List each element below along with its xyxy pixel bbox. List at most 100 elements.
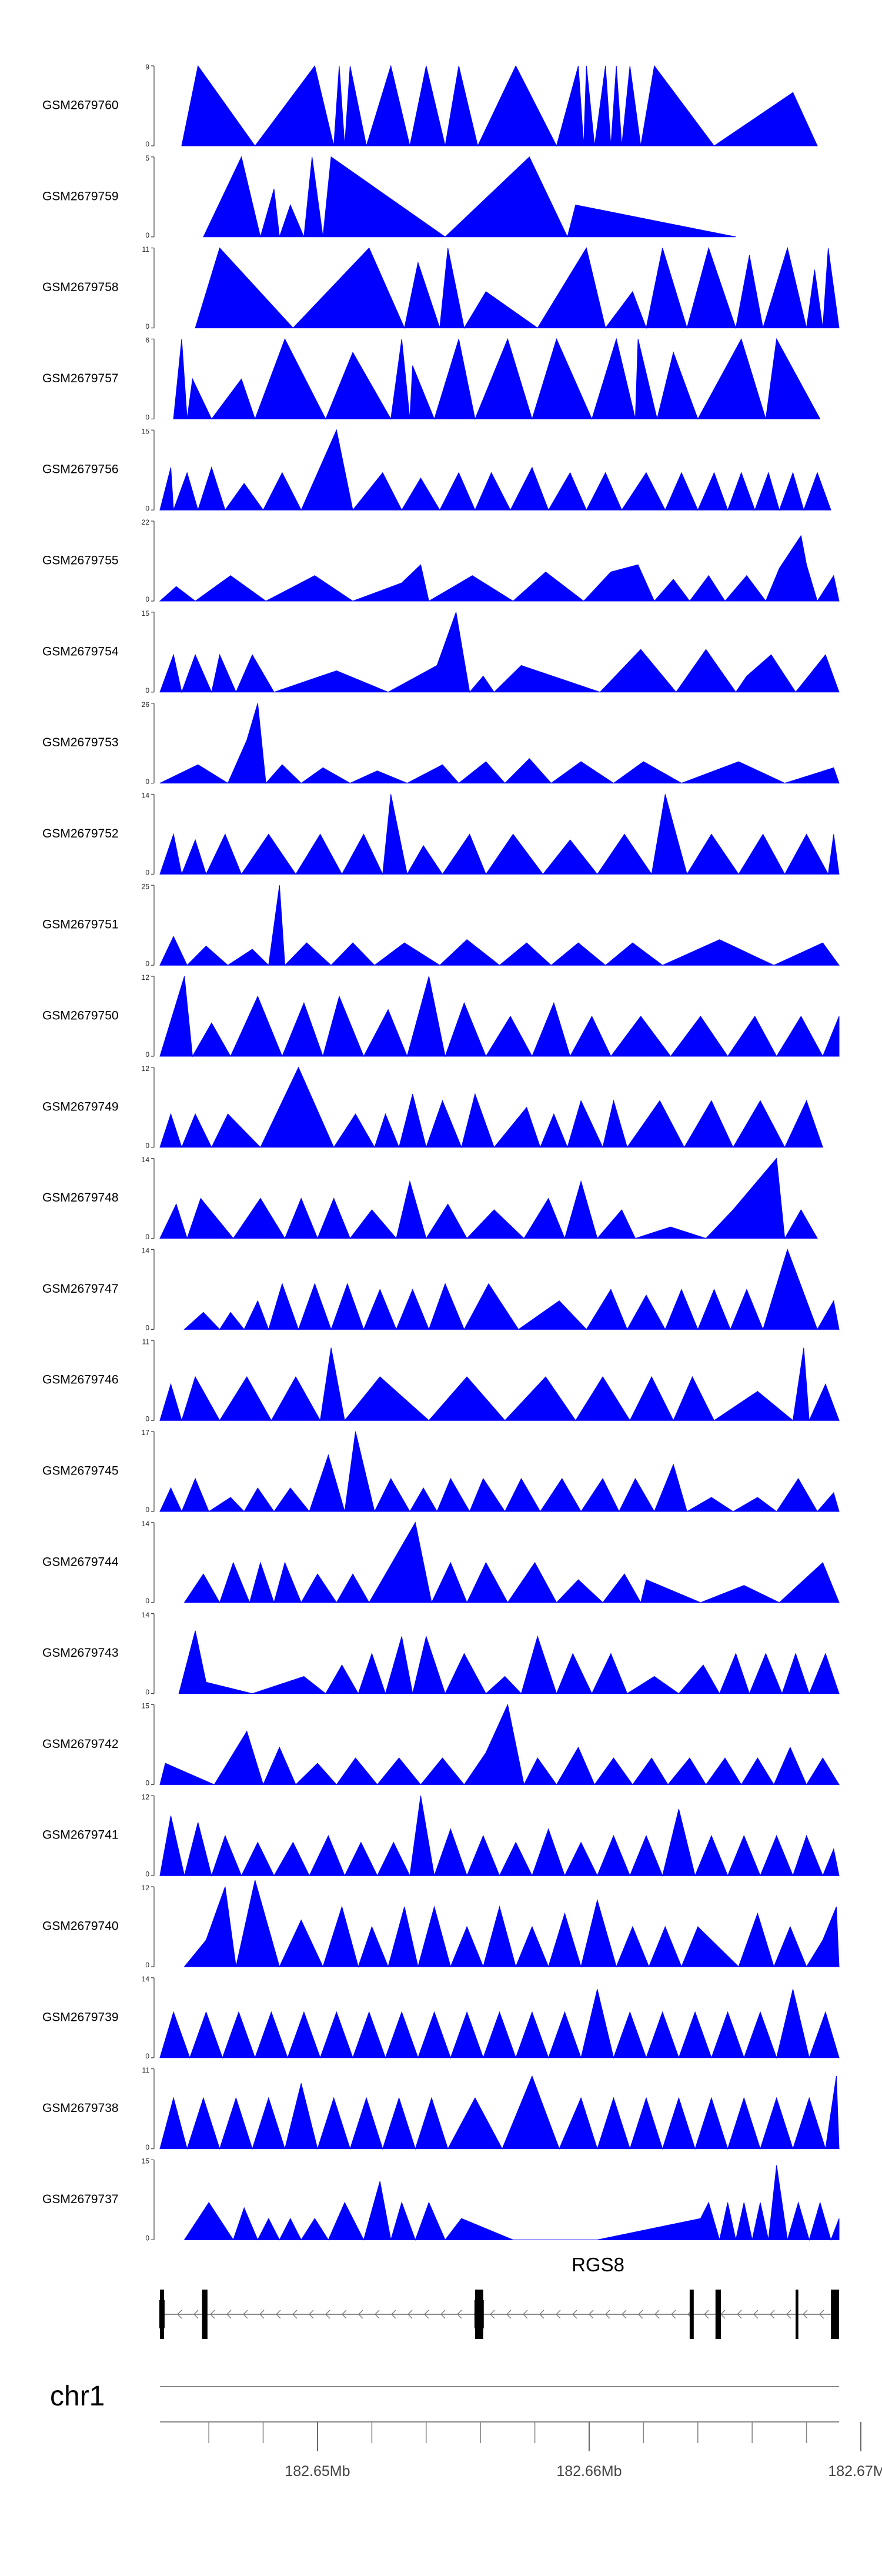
strand-arrow [407,2310,413,2319]
track-ymax-label: 12 [142,1884,150,1892]
track-ymax-label: 15 [142,1702,150,1710]
coverage-area [159,1989,840,2059]
track: GSM2679745 17 0 [42,1429,840,1514]
chromosome-label: chr1 [50,2381,105,2412]
track-ymax-label: 26 [142,700,150,709]
coverage-area [159,1347,840,1422]
track-ymax-label: 15 [142,427,150,435]
track-label: GSM2679740 [42,1920,119,1933]
gene-exon [715,2290,721,2339]
coverage-area [183,1521,840,1604]
track-label: GSM2679757 [42,372,119,385]
track-ymin-label: 0 [145,322,149,331]
track-label: GSM2679746 [42,1373,119,1387]
coverage-area [159,2075,840,2150]
track-ymax-label: 14 [142,1975,150,1983]
strand-arrow [654,2310,660,2319]
coverage-area [183,2165,840,2241]
track-label: GSM2679750 [42,1009,119,1023]
track-ymin-label: 0 [145,595,149,603]
track-ymin-label: 0 [145,778,149,786]
coverage-area [203,156,736,238]
track-ymax-label: 9 [145,63,149,71]
track-ymin-label: 0 [145,1324,149,1332]
coverage-area [178,1630,840,1695]
strand-arrow [259,2310,265,2319]
coverage-area [195,246,840,329]
track-label: GSM2679744 [42,1555,119,1569]
track-label: GSM2679758 [42,281,119,294]
track-label: GSM2679738 [42,2101,119,2115]
track-ymax-label: 11 [142,1337,150,1346]
strand-arrow [440,2310,446,2319]
strand-arrow [292,2310,298,2319]
track-ymax-label: 12 [142,973,150,982]
track: GSM2679746 11 0 [42,1337,840,1423]
track-ymax-label: 15 [142,609,150,618]
track: GSM2679752 14 0 [42,792,840,877]
gene-exon-thick [159,2300,165,2328]
track-ymax-label: 6 [145,336,149,345]
axis-tick-label: 182.67Mb [828,2463,882,2480]
strand-arrow [490,2310,495,2319]
strand-arrow [424,2310,429,2319]
track-ymin-label: 0 [145,1506,149,1514]
strand-arrow [276,2310,281,2319]
track-ymin-label: 0 [145,231,149,239]
track-ymin-label: 0 [145,504,149,512]
strand-arrow [572,2310,577,2319]
track-label: GSM2679760 [42,99,119,112]
track-ymax-label: 5 [145,154,149,162]
track-ymin-label: 0 [145,1870,149,1878]
track: GSM2679740 12 0 [42,1880,840,1969]
strand-arrow [391,2310,396,2319]
track-ymin-label: 0 [145,686,149,695]
track-label: GSM2679745 [42,1464,119,1478]
gene-exon [831,2290,839,2339]
track-label: GSM2679741 [42,1828,119,1842]
coverage-area [159,885,840,966]
track-label: GSM2679748 [42,1191,119,1204]
track-ymin-label: 0 [145,1779,149,1787]
track: GSM2679747 14 0 [42,1247,840,1332]
track-label: GSM2679743 [42,1646,119,1660]
strand-arrow [177,2310,182,2319]
gene-exon [202,2290,208,2339]
strand-arrow [638,2310,643,2319]
track: GSM2679742 15 0 [42,1702,840,1787]
track-ymin-label: 0 [145,1414,149,1423]
strand-arrow [819,2310,824,2319]
track-ymin-label: 0 [145,2052,149,2060]
track: GSM2679758 11 0 [42,245,840,331]
track-label: GSM2679753 [42,736,119,749]
track-ymax-label: 14 [142,792,150,800]
track-ymin-label: 0 [145,1961,149,1969]
gene-track: RGS8 [159,2254,839,2339]
gene-exon-thick [474,2300,484,2328]
coverage-area [159,610,840,693]
track: GSM2679744 14 0 [42,1520,840,1605]
track-label: GSM2679755 [42,554,119,568]
track-ymax-label: 14 [142,1611,150,1619]
track: GSM2679756 15 0 [42,427,831,512]
track: GSM2679749 12 0 [42,1065,824,1150]
strand-arrow [193,2310,199,2319]
track-ymax-label: 25 [142,882,150,890]
coverage-area [159,1066,824,1149]
coverage-area [159,1157,818,1240]
track: GSM2679743 14 0 [42,1611,840,1696]
track-ymin-label: 0 [145,959,149,967]
track-label: GSM2679756 [42,463,119,476]
track-label: GSM2679759 [42,189,119,203]
strand-arrow [375,2310,380,2319]
coverage-area [173,338,821,421]
track: GSM2679739 14 0 [42,1975,840,2060]
strand-arrow [342,2310,347,2319]
strand-arrow [753,2310,759,2319]
track-ymin-label: 0 [145,1142,149,1150]
strand-arrow [358,2310,363,2319]
data-tracks: GSM267976090GSM267975950GSM2679758110GSM… [42,63,840,2243]
strand-arrow [226,2310,232,2319]
track: GSM2679750 12 0 [42,973,840,1059]
strand-arrow [243,2310,248,2319]
